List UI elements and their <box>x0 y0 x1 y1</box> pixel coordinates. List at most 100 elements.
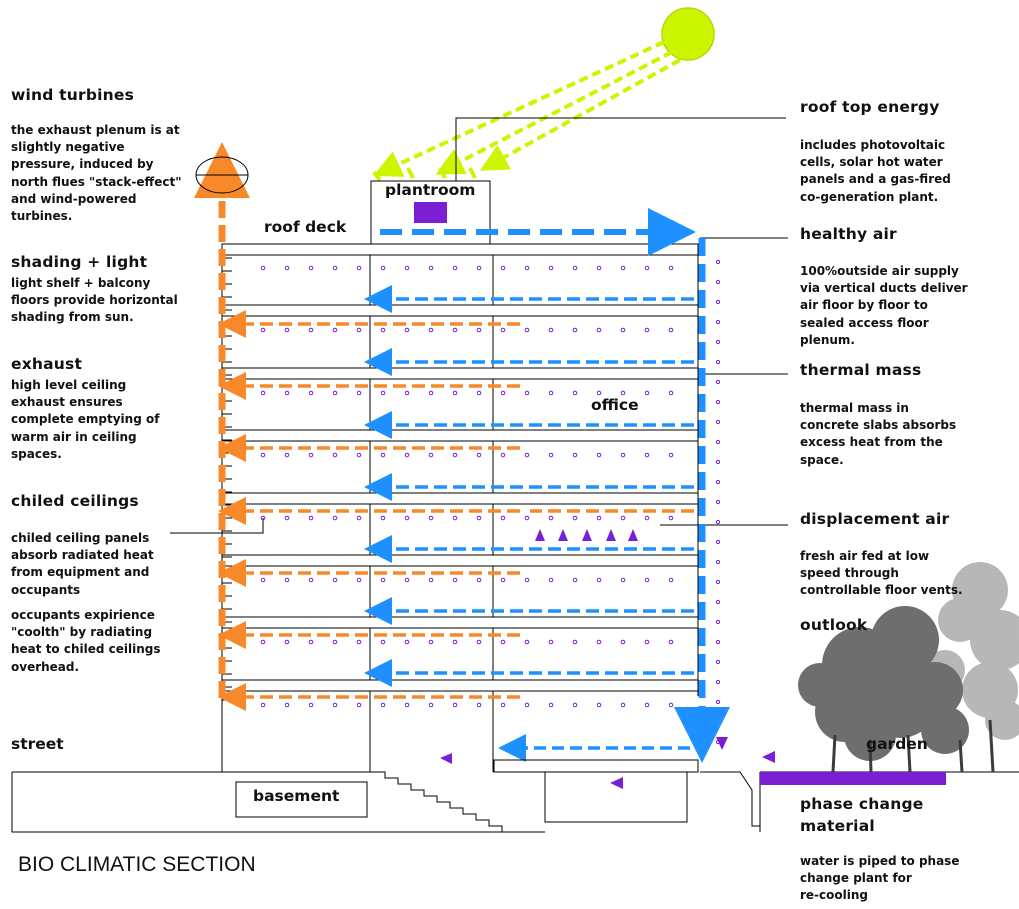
floor-vent <box>476 452 482 458</box>
left-note-heading-wind-turbines: wind turbines <box>11 86 135 104</box>
duct-vent <box>715 499 721 505</box>
floor-vent <box>308 265 314 271</box>
sun-icon <box>661 7 715 61</box>
floor-vent <box>620 390 626 396</box>
floor-vent <box>308 452 314 458</box>
floor-vent <box>620 639 626 645</box>
floor-vent <box>596 639 602 645</box>
street-label: street <box>11 735 64 753</box>
duct-vent <box>715 459 721 465</box>
floor-vent <box>428 702 434 708</box>
floor-vent <box>404 390 410 396</box>
floor-vent <box>404 702 410 708</box>
floor-vent <box>332 639 338 645</box>
floor-vent <box>548 702 554 708</box>
floor-vent <box>644 577 650 583</box>
floor-vent <box>452 452 458 458</box>
floor-vent <box>596 577 602 583</box>
displacement-air-arrows <box>535 529 638 541</box>
floor-vent <box>524 265 530 271</box>
basement-stair <box>370 771 545 833</box>
right-note-heading-outlook: outlook <box>800 616 868 634</box>
floor-vent <box>548 452 554 458</box>
floor-vent <box>284 265 290 271</box>
floor-vent <box>596 515 602 521</box>
floor-vent <box>644 639 650 645</box>
floor-vent <box>356 327 362 333</box>
floor-vent <box>476 702 482 708</box>
floor-vent <box>644 702 650 708</box>
floor-vent <box>572 515 578 521</box>
floor-vent <box>524 390 530 396</box>
floor-vent <box>428 265 434 271</box>
duct-vent <box>715 659 721 665</box>
roof-deck-label: roof deck <box>264 218 347 236</box>
right-note-heading-roof-top-energy: roof top energy <box>800 98 940 116</box>
floor-vent <box>620 452 626 458</box>
floor-vent <box>572 702 578 708</box>
floor-vent <box>356 577 362 583</box>
duct-vent <box>715 359 721 365</box>
floor-vent <box>308 702 314 708</box>
floor-vent <box>500 639 506 645</box>
right-note-body-phase-change: water is piped to phase change plant for… <box>800 854 960 903</box>
floor-vent <box>644 515 650 521</box>
floor-vent <box>596 327 602 333</box>
floor-vent <box>476 327 482 333</box>
duct-vent <box>715 679 721 685</box>
duct-vent <box>715 619 721 625</box>
floor-supply-arrows <box>364 285 694 687</box>
right-note-heading-phase-change: phase change material <box>800 795 924 835</box>
duct-vent <box>715 699 721 705</box>
floor-slab <box>221 429 699 442</box>
left-note-body-chiled-ceilings: chiled ceiling panels absorb radiated he… <box>11 531 154 597</box>
floor-vent <box>644 327 650 333</box>
left-note-heading-exhaust: exhaust <box>11 355 83 373</box>
floor-vent <box>284 327 290 333</box>
floor-vent <box>356 390 362 396</box>
floor-vent <box>308 515 314 521</box>
left-note-heading-shading-light: shading + light <box>11 253 148 271</box>
floor-vent <box>380 265 386 271</box>
floor-vent <box>476 577 482 583</box>
floor-slab <box>221 554 699 567</box>
floor-vent <box>452 327 458 333</box>
floor-vent <box>620 327 626 333</box>
duct-vent <box>715 559 721 565</box>
floor-vent <box>500 265 506 271</box>
left-note-body-wind-turbines: the exhaust plenum is at slightly negati… <box>11 123 182 224</box>
floor-vent <box>476 390 482 396</box>
floor-vent <box>428 639 434 645</box>
floor-vent <box>428 327 434 333</box>
floor-vent <box>596 265 602 271</box>
floor-vent <box>356 265 362 271</box>
floor-vent <box>260 390 266 396</box>
floor-vent <box>260 265 266 271</box>
duct-vent <box>715 419 721 425</box>
floor-vent <box>428 452 434 458</box>
floor-vent <box>284 452 290 458</box>
floor-slab <box>221 243 699 256</box>
duct-vent <box>715 479 721 485</box>
floor-vent <box>404 327 410 333</box>
floor-slab <box>221 367 699 380</box>
floor-vent <box>596 702 602 708</box>
floor-vent <box>572 639 578 645</box>
floor-vent <box>548 639 554 645</box>
floor-vent <box>260 577 266 583</box>
right-note-heading-displacement-air: displacement air <box>800 510 950 528</box>
duct-vent <box>715 439 721 445</box>
floor-vent <box>260 639 266 645</box>
floor-vent <box>284 702 290 708</box>
floor-vent <box>500 515 506 521</box>
floor-vent <box>452 515 458 521</box>
floor-vent <box>524 639 530 645</box>
floor-vent <box>548 515 554 521</box>
floor-vents <box>260 259 721 745</box>
floor-vent <box>548 390 554 396</box>
left-note-body-shading-light: light shelf + balcony floors provide hor… <box>11 276 178 325</box>
floor-vent <box>308 390 314 396</box>
garden-trees <box>798 562 1019 773</box>
floor-vent <box>500 390 506 396</box>
floor-vent <box>356 639 362 645</box>
